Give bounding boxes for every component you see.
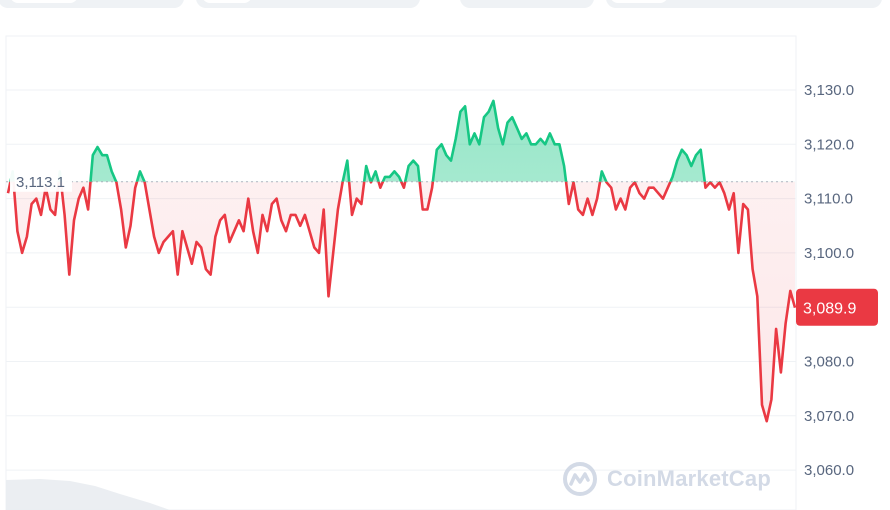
price-area-up xyxy=(10,100,705,182)
y-tick-label: 3,070.0 xyxy=(804,408,854,425)
baseline-label-text: 3,113.1 xyxy=(16,174,65,191)
price-line-up xyxy=(9,99,721,182)
active-option-tab[interactable] xyxy=(610,0,668,3)
y-tick-label: 3,130.0 xyxy=(804,82,854,99)
coinmarketcap-logo-icon xyxy=(563,462,597,496)
price-area-down xyxy=(8,181,795,422)
volume-area xyxy=(6,479,170,510)
plot-frame xyxy=(5,35,797,510)
y-tick-label: 3,110.0 xyxy=(804,191,853,208)
grid-lines xyxy=(6,89,796,471)
y-tick-label: 3,080.0 xyxy=(804,354,854,371)
range-tab-group-mid[interactable] xyxy=(196,0,420,8)
y-tick-label: 3,120.0 xyxy=(804,136,854,153)
y-tick-label: 3,100.0 xyxy=(804,245,854,262)
active-range-tab[interactable] xyxy=(10,0,78,3)
price-line-down xyxy=(6,181,797,423)
option-tab-group-right[interactable] xyxy=(606,0,882,8)
baseline-label: 3,113.1 xyxy=(10,167,72,192)
chart-type-tab-group[interactable] xyxy=(460,0,594,8)
price-area xyxy=(8,100,795,422)
y-axis-ticks: 3,130.03,120.03,110.03,100.03,090.03,080… xyxy=(804,82,854,479)
current-price-text: 3,089.9 xyxy=(803,301,856,318)
watermark: CoinMarketCap xyxy=(561,459,771,499)
watermark-text: CoinMarketCap xyxy=(607,466,771,491)
price-line xyxy=(6,99,797,423)
y-tick-label: 3,060.0 xyxy=(804,462,854,479)
range-tab-group-left[interactable] xyxy=(0,0,184,8)
active-mid-tab[interactable] xyxy=(202,0,252,3)
current-price-badge: 3,089.9 xyxy=(796,288,878,326)
